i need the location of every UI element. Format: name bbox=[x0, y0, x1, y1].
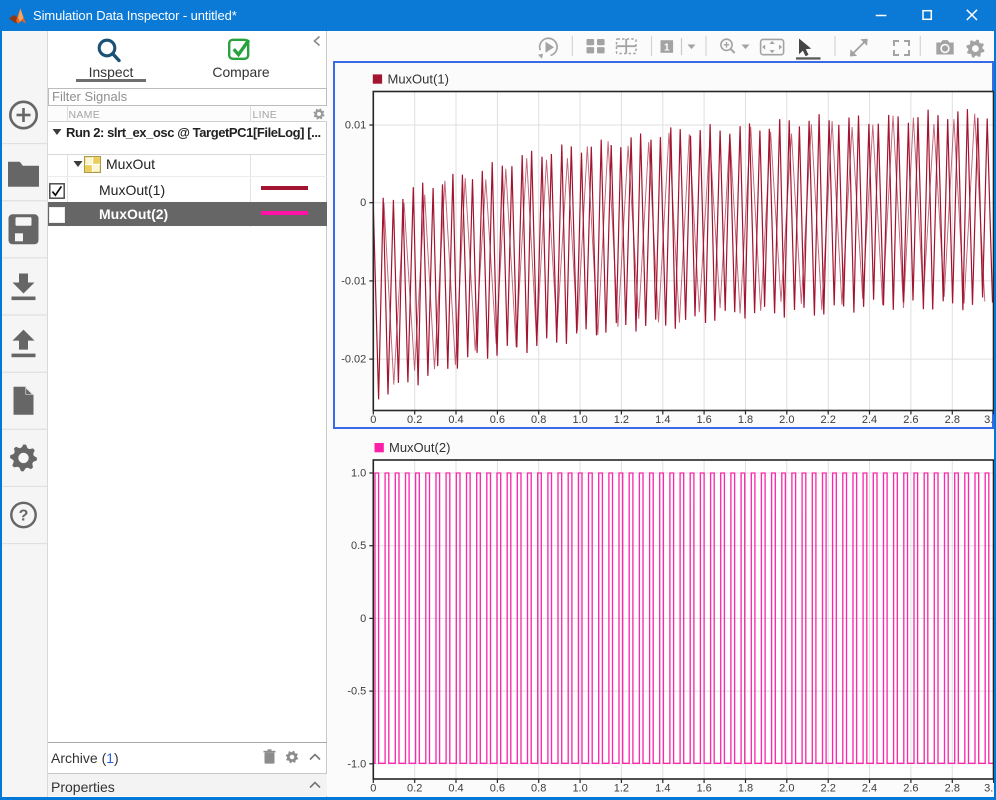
svg-text:1.6: 1.6 bbox=[696, 783, 711, 795]
svg-text:1.0: 1.0 bbox=[351, 468, 366, 480]
svg-text:0.8: 0.8 bbox=[531, 783, 546, 795]
svg-text:0: 0 bbox=[370, 414, 376, 426]
svg-text:2.0: 2.0 bbox=[779, 783, 794, 795]
svg-text:2.8: 2.8 bbox=[944, 783, 959, 795]
svg-text:2.0: 2.0 bbox=[779, 414, 794, 426]
svg-text:0.6: 0.6 bbox=[489, 414, 504, 426]
svg-text:-1.0: -1.0 bbox=[347, 758, 366, 770]
svg-text:2.6: 2.6 bbox=[903, 414, 918, 426]
svg-text:2.2: 2.2 bbox=[820, 414, 835, 426]
svg-text:1.8: 1.8 bbox=[737, 414, 752, 426]
svg-text:-0.01: -0.01 bbox=[341, 275, 366, 287]
svg-text:1.0: 1.0 bbox=[572, 783, 587, 795]
svg-text:0.2: 0.2 bbox=[407, 783, 422, 795]
svg-text:0.01: 0.01 bbox=[344, 119, 365, 131]
svg-text:2.6: 2.6 bbox=[903, 783, 918, 795]
svg-text:1.6: 1.6 bbox=[696, 414, 711, 426]
svg-text:0: 0 bbox=[360, 613, 366, 625]
svg-text:-0.02: -0.02 bbox=[341, 353, 366, 365]
svg-text:0.2: 0.2 bbox=[407, 414, 422, 426]
svg-text:MuxOut(2): MuxOut(2) bbox=[389, 440, 450, 455]
svg-text:1.2: 1.2 bbox=[613, 783, 628, 795]
svg-text:0.5: 0.5 bbox=[351, 540, 366, 552]
svg-text:?: ? bbox=[19, 508, 29, 525]
svg-text:1.2: 1.2 bbox=[613, 414, 628, 426]
svg-text:-0.5: -0.5 bbox=[347, 686, 366, 698]
svg-text:3.0: 3.0 bbox=[984, 783, 996, 795]
svg-text:0.4: 0.4 bbox=[448, 783, 463, 795]
svg-text:0.4: 0.4 bbox=[448, 414, 463, 426]
svg-text:0: 0 bbox=[370, 783, 376, 795]
svg-text:0.8: 0.8 bbox=[531, 414, 546, 426]
svg-text:0.6: 0.6 bbox=[489, 783, 504, 795]
svg-text:2.4: 2.4 bbox=[861, 414, 876, 426]
svg-text:1: 1 bbox=[664, 42, 670, 53]
svg-text:0: 0 bbox=[360, 197, 366, 209]
svg-text:MuxOut(1): MuxOut(1) bbox=[387, 71, 448, 86]
svg-text:1.4: 1.4 bbox=[655, 783, 670, 795]
svg-text:1.4: 1.4 bbox=[655, 414, 670, 426]
svg-text:1.0: 1.0 bbox=[572, 414, 587, 426]
svg-text:1.8: 1.8 bbox=[737, 783, 752, 795]
svg-text:2.4: 2.4 bbox=[861, 783, 876, 795]
svg-text:3.0: 3.0 bbox=[984, 414, 995, 426]
svg-text:2.8: 2.8 bbox=[944, 414, 959, 426]
svg-text:2.2: 2.2 bbox=[820, 783, 835, 795]
